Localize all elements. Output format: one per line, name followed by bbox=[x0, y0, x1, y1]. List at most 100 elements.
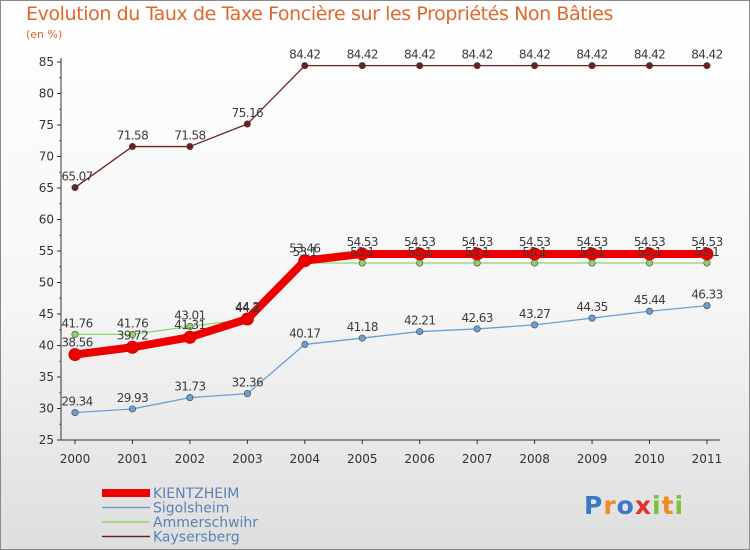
data-label-sigolsheim: 45.44 bbox=[634, 293, 665, 307]
data-point-kaysersberg bbox=[301, 62, 309, 70]
data-label-kientzheim: 54.53 bbox=[576, 235, 607, 249]
data-label-kientzheim: 54.53 bbox=[347, 235, 378, 249]
data-point-ammerschwihr bbox=[358, 259, 366, 267]
data-label-ammerschwihr: 41.76 bbox=[117, 316, 148, 330]
logo-letter: t bbox=[661, 491, 675, 520]
x-tick-label: 2003 bbox=[232, 452, 263, 466]
logo-letter: i bbox=[674, 491, 685, 520]
data-point-sigolsheim bbox=[531, 321, 539, 329]
data-label-sigolsheim: 44.35 bbox=[576, 300, 607, 314]
y-tick-label: 85 bbox=[39, 55, 54, 69]
data-point-sigolsheim bbox=[703, 302, 711, 310]
data-point-sigolsheim bbox=[416, 328, 424, 336]
data-label-ammerschwihr: 53.1 bbox=[350, 245, 374, 259]
data-label-kaysersberg: 84.42 bbox=[519, 48, 550, 62]
data-label-ammerschwihr: 53.1 bbox=[695, 245, 719, 259]
data-point-sigolsheim bbox=[243, 390, 251, 398]
data-point-kaysersberg bbox=[71, 184, 79, 192]
logo-letter: r bbox=[603, 491, 617, 520]
data-label-kientzheim: 41.31 bbox=[174, 318, 205, 332]
data-label-ammerschwihr: 53.1 bbox=[522, 245, 546, 259]
series-line-sigolsheim bbox=[74, 304, 708, 414]
y-tick-label: 60 bbox=[39, 213, 54, 227]
data-point-ammerschwihr bbox=[645, 259, 653, 267]
data-point-kaysersberg bbox=[358, 62, 366, 70]
data-label-kaysersberg: 84.42 bbox=[634, 48, 665, 62]
x-tick-label: 2009 bbox=[577, 452, 608, 466]
logo-letter: P bbox=[584, 491, 604, 520]
data-label-kientzheim: 54.53 bbox=[634, 235, 665, 249]
data-point-kientzheim bbox=[298, 254, 312, 268]
data-label-ammerschwihr: 53.1 bbox=[293, 245, 317, 259]
data-label-kientzheim: 44.2 bbox=[235, 300, 259, 314]
x-tick-label: 2005 bbox=[347, 452, 378, 466]
data-point-kientzheim bbox=[700, 247, 714, 261]
data-point-ammerschwihr bbox=[416, 259, 424, 267]
proxiti-logo: Proxiti bbox=[584, 491, 684, 520]
y-tick-label: 45 bbox=[39, 307, 54, 321]
data-point-kientzheim bbox=[528, 247, 542, 261]
data-point-ammerschwihr bbox=[531, 259, 539, 267]
data-label-ammerschwihr: 43.01 bbox=[174, 309, 205, 323]
data-label-sigolsheim: 32.36 bbox=[232, 376, 263, 390]
legend-label-ammerschwihr: Ammerschwihr bbox=[153, 515, 258, 531]
data-point-ammerschwihr bbox=[703, 259, 711, 267]
y-tick-label: 70 bbox=[39, 150, 54, 164]
y-tick-label: 55 bbox=[39, 244, 54, 258]
data-point-kientzheim bbox=[413, 247, 427, 261]
data-label-kaysersberg: 84.42 bbox=[289, 48, 320, 62]
logo-letter: o bbox=[616, 491, 635, 520]
data-label-kaysersberg: 84.42 bbox=[461, 48, 492, 62]
data-label-ammerschwihr: 44.2 bbox=[235, 301, 259, 315]
data-point-kaysersberg bbox=[473, 62, 481, 70]
x-tick-label: 2004 bbox=[290, 452, 321, 466]
data-point-kaysersberg bbox=[703, 62, 711, 70]
x-tick-label: 2011 bbox=[692, 452, 723, 466]
data-label-kaysersberg: 75.16 bbox=[232, 106, 263, 120]
data-point-sigolsheim bbox=[645, 307, 653, 315]
data-label-ammerschwihr: 53.1 bbox=[580, 245, 604, 259]
data-label-ammerschwihr: 53.1 bbox=[637, 245, 661, 259]
data-point-kaysersberg bbox=[416, 62, 424, 70]
data-point-kientzheim bbox=[585, 247, 599, 261]
data-label-sigolsheim: 42.21 bbox=[404, 314, 435, 328]
data-point-kientzheim bbox=[240, 312, 254, 326]
data-label-ammerschwihr: 53.1 bbox=[408, 245, 432, 259]
data-label-kientzheim: 54.53 bbox=[404, 235, 435, 249]
series-line-kientzheim bbox=[71, 249, 711, 359]
data-point-sigolsheim bbox=[71, 409, 79, 417]
data-point-kaysersberg bbox=[531, 62, 539, 70]
unit-label: (en %) bbox=[26, 28, 63, 41]
data-point-sigolsheim bbox=[473, 325, 481, 333]
y-tick-label: 25 bbox=[39, 433, 54, 447]
legend-label-kaysersberg: Kaysersberg bbox=[153, 530, 240, 546]
data-label-sigolsheim: 29.93 bbox=[117, 391, 148, 405]
data-point-kaysersberg bbox=[186, 143, 194, 151]
y-tick-label: 35 bbox=[39, 370, 54, 384]
legend-label-sigolsheim: Sigolsheim bbox=[153, 501, 229, 517]
data-label-sigolsheim: 41.18 bbox=[347, 320, 378, 334]
data-point-ammerschwihr bbox=[128, 330, 136, 338]
data-point-ammerschwihr bbox=[473, 259, 481, 267]
data-point-kaysersberg bbox=[243, 120, 251, 128]
data-point-sigolsheim bbox=[128, 405, 136, 413]
data-point-kientzheim bbox=[125, 340, 139, 354]
data-label-ammerschwihr: 53.1 bbox=[465, 245, 489, 259]
x-tick-label: 2008 bbox=[519, 452, 550, 466]
data-label-kaysersberg: 84.42 bbox=[404, 48, 435, 62]
data-label-kaysersberg: 84.42 bbox=[691, 48, 722, 62]
series-line-ammerschwihr bbox=[74, 262, 708, 336]
legend-label-kientzheim: KIENTZHEIM bbox=[153, 486, 239, 502]
y-tick-label: 65 bbox=[39, 181, 54, 195]
data-label-sigolsheim: 29.34 bbox=[61, 395, 92, 409]
data-label-kaysersberg: 84.42 bbox=[576, 48, 607, 62]
y-tick-label: 40 bbox=[39, 339, 54, 353]
data-point-ammerschwihr bbox=[71, 330, 79, 338]
y-tick-label: 80 bbox=[39, 87, 54, 101]
data-point-kaysersberg bbox=[645, 62, 653, 70]
data-point-kientzheim bbox=[643, 247, 656, 261]
data-point-ammerschwihr bbox=[186, 323, 194, 331]
data-point-kaysersberg bbox=[588, 62, 596, 70]
y-tick-label: 50 bbox=[39, 276, 54, 290]
